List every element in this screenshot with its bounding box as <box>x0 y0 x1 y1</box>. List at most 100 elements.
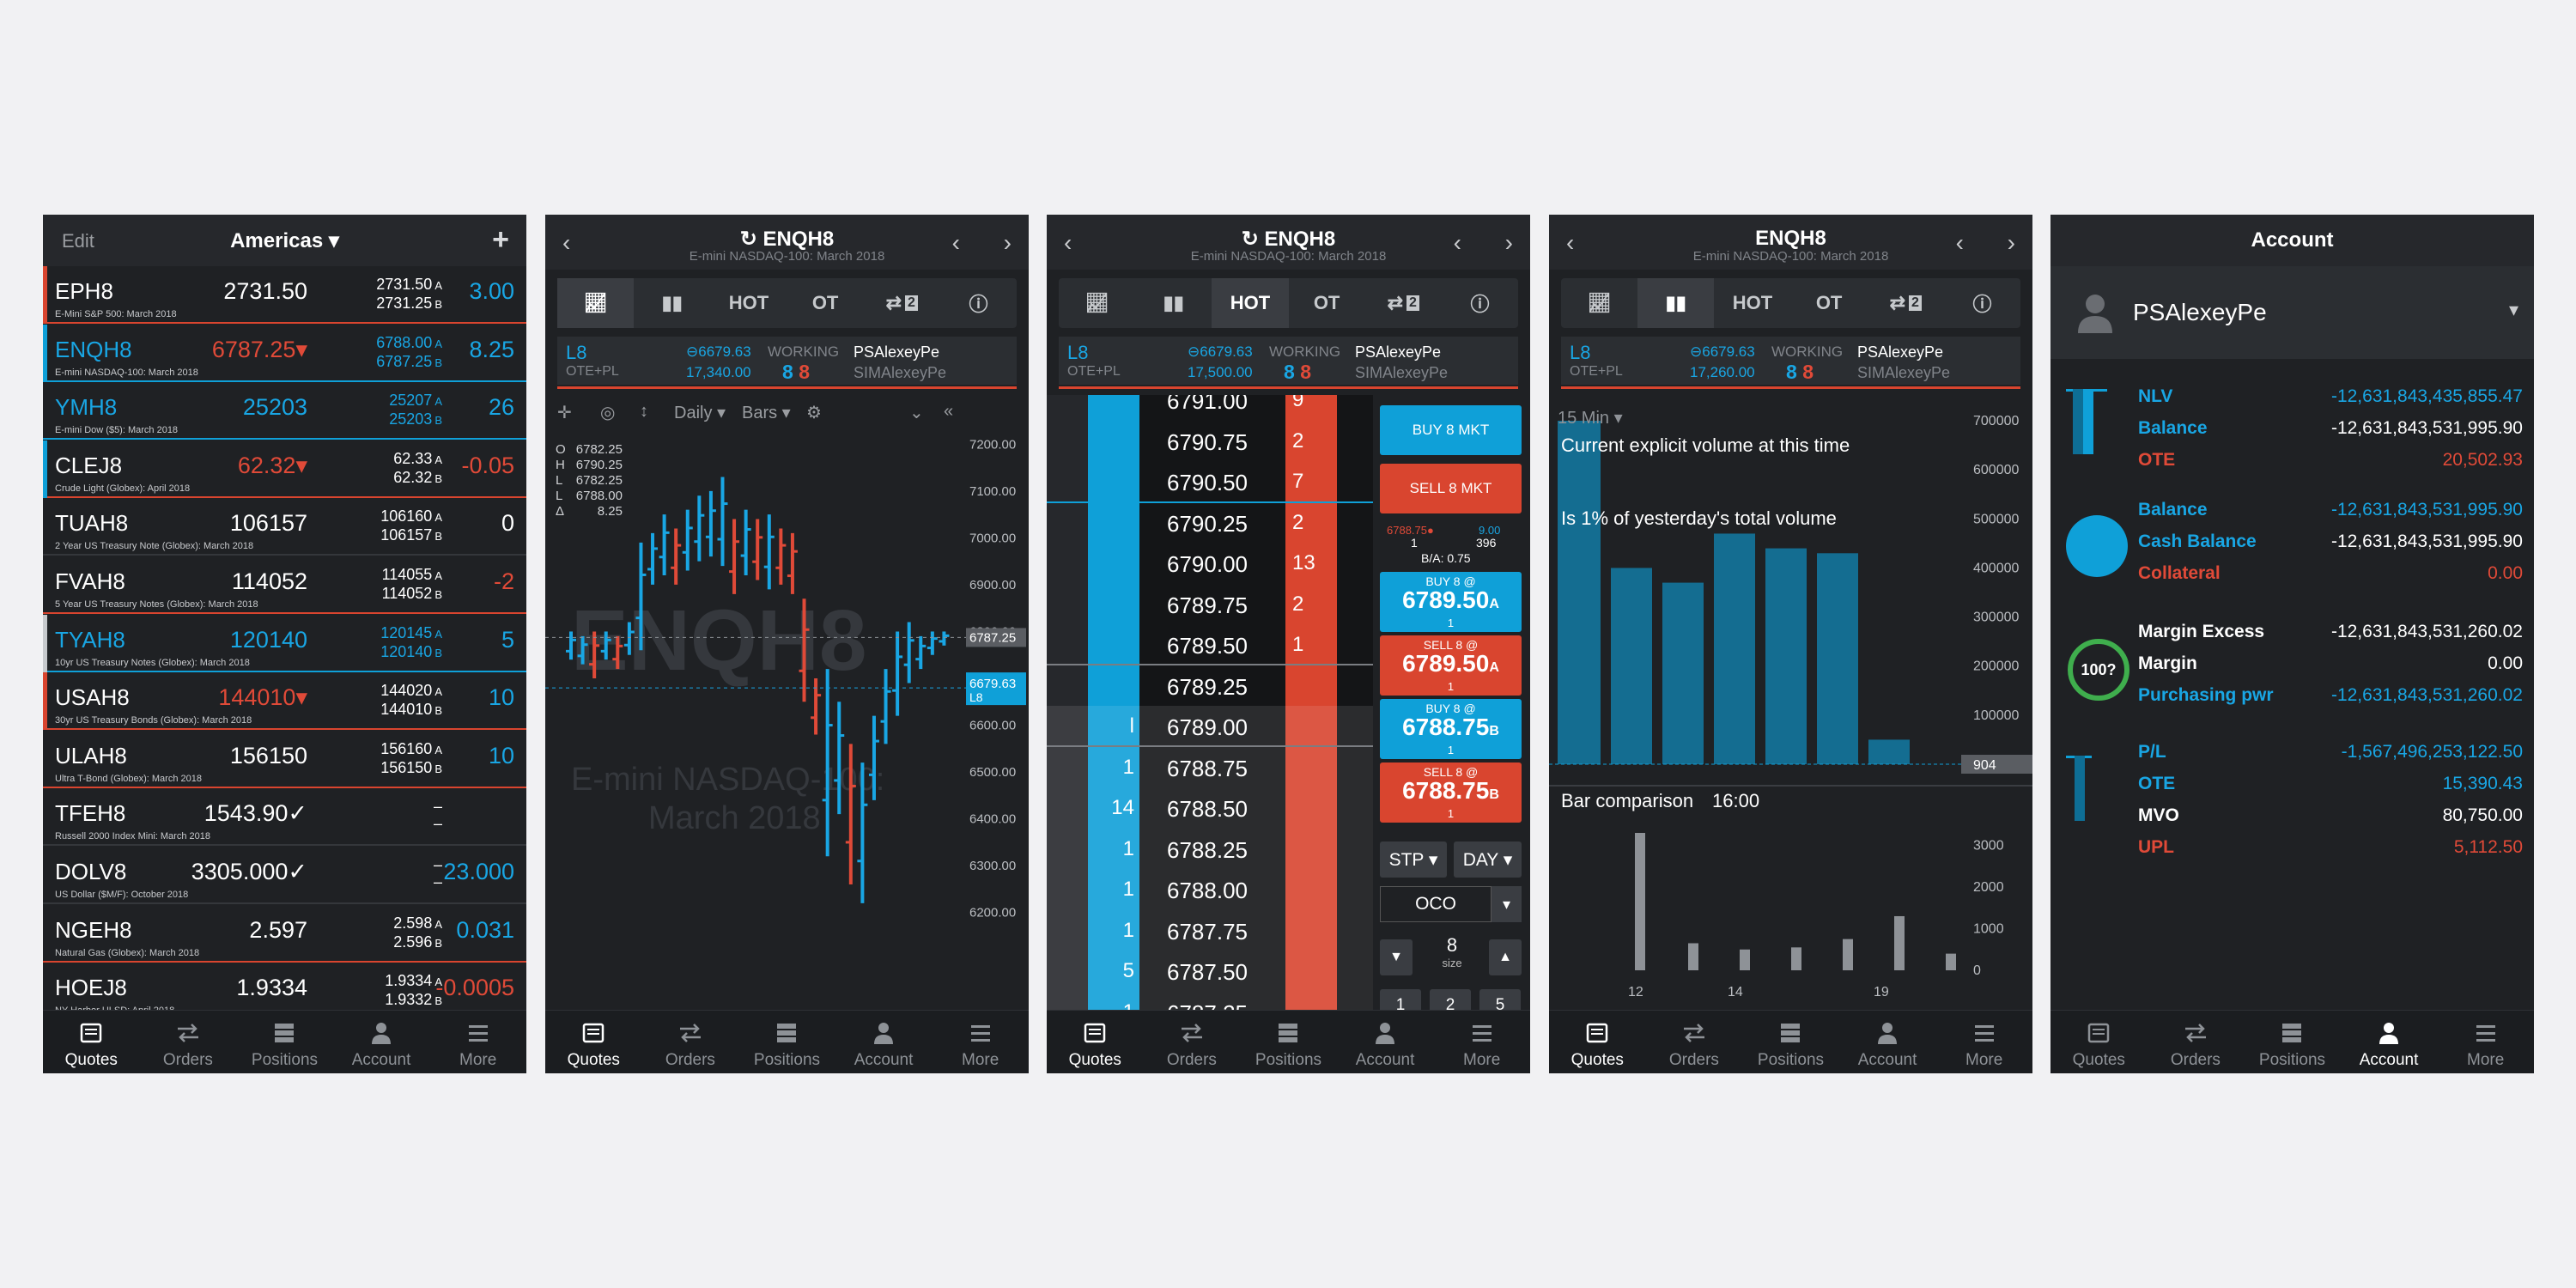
tab-quotes[interactable]: Quotes <box>1047 1011 1144 1073</box>
tab-more[interactable]: More <box>932 1011 1029 1073</box>
chart-line-icon[interactable]: 📈︎ <box>1587 292 1612 313</box>
quote-row[interactable]: TFEH8 Russell 2000 Index Mini: March 2018… <box>43 788 526 847</box>
tab-ot[interactable]: OT <box>1313 292 1340 313</box>
price-ladder[interactable]: 6791.00 9 6790.75 2 6790.50 7 6790.25 2 6790.00 1… <box>1047 395 1373 1010</box>
order-type-select[interactable]: STP ▾ <box>1380 841 1447 878</box>
ladder-row[interactable]: 1 6787.25 <box>1047 991 1373 1010</box>
ladder-row[interactable]: l 6789.00 <box>1047 706 1373 747</box>
ladder-row[interactable]: 1 6788.75 <box>1047 746 1373 787</box>
swap-icon[interactable]: ⇄ 2 <box>1365 278 1442 328</box>
tab-account[interactable]: Account <box>333 1011 430 1073</box>
ladder-row[interactable]: 1 6788.25 <box>1047 828 1373 869</box>
tab-account[interactable]: Account <box>1839 1011 1936 1073</box>
tab-positions[interactable]: Positions <box>2244 1011 2341 1073</box>
ladder-row[interactable]: 6789.50 1 <box>1047 624 1373 665</box>
tab-hot[interactable]: HOT <box>1212 278 1289 328</box>
tab-hot[interactable]: HOT <box>1732 292 1773 313</box>
sell-limit-button[interactable]: SELL 8 @6788.75B 1 <box>1380 762 1522 823</box>
swap-icon[interactable]: ⇄ 2 <box>1868 278 1944 328</box>
buy-column[interactable] <box>1088 395 1139 1010</box>
tab-orders[interactable]: Orders <box>1144 1011 1241 1073</box>
add-icon[interactable]: + <box>492 223 509 256</box>
account-selector[interactable]: PSAlexeyPe ▾ <box>2050 266 2534 359</box>
ladder-row[interactable]: 6789.75 2 <box>1047 584 1373 624</box>
account-strip[interactable]: L8 OTE+PL ⊖6679.63 17,500.00 WORKING 8 8… <box>1059 337 1518 385</box>
quote-row[interactable]: CLEJ8 Crude Light (Globex): April 2018 62.… <box>43 440 526 498</box>
ladder-row[interactable]: 1 6788.00 <box>1047 869 1373 910</box>
tab-more[interactable]: More <box>429 1011 526 1073</box>
size-value[interactable]: 8 <box>1446 934 1458 956</box>
quote-row[interactable]: FVAH8 5 Year US Treasury Notes (Globex): … <box>43 556 526 614</box>
account-strip[interactable]: L8 OTE+PL ⊖6679.63 17,260.00 WORKING 8 8… <box>1561 337 2020 385</box>
chevron-down-icon[interactable]: ▾ <box>2508 299 2518 320</box>
settings-icon[interactable]: ⚙ <box>806 404 822 422</box>
buy-market-button[interactable]: BUY 8 MKT <box>1380 405 1522 455</box>
tab-quotes[interactable]: Quotes <box>545 1011 642 1073</box>
quote-row[interactable]: TUAH8 2 Year US Treasury Note (Globex): M… <box>43 498 526 556</box>
sell-column[interactable] <box>1285 395 1337 1010</box>
buy-limit-button[interactable]: BUY 8 @6789.50A 1 <box>1380 572 1522 632</box>
ladder-row[interactable]: 5 6787.50 <box>1047 951 1373 992</box>
tab-quotes[interactable]: Quotes <box>43 1011 140 1073</box>
prev-contract-icon[interactable]: ‹ <box>1453 229 1461 256</box>
sell-market-button[interactable]: SELL 8 MKT <box>1380 464 1522 513</box>
size-decrement-icon[interactable]: ▼ <box>1380 939 1413 975</box>
tab-more[interactable]: More <box>1433 1011 1530 1073</box>
prev-contract-icon[interactable]: ‹ <box>951 229 960 256</box>
duration-select[interactable]: DAY ▾ <box>1454 841 1522 878</box>
tab-positions[interactable]: Positions <box>236 1011 333 1073</box>
back-icon[interactable]: ‹ <box>1064 229 1072 256</box>
prev-contract-icon[interactable]: ‹ <box>1955 229 1964 256</box>
quote-row[interactable]: YMH8 E-mini Dow ($5): March 2018 25203 2520… <box>43 382 526 440</box>
ladder-row[interactable]: 6791.00 9 <box>1047 395 1373 420</box>
scale-icon[interactable]: ↕ <box>640 402 648 421</box>
tab-quotes[interactable]: Quotes <box>1549 1011 1646 1073</box>
ladder-row[interactable]: 1 6787.75 <box>1047 909 1373 951</box>
ladder-row[interactable]: 6790.25 2 <box>1047 502 1373 543</box>
buy-limit-button[interactable]: BUY 8 @6788.75B 1 <box>1380 699 1522 759</box>
tab-positions[interactable]: Positions <box>1240 1011 1337 1073</box>
ladder-row[interactable]: 14 6788.50 <box>1047 787 1373 829</box>
quote-row[interactable]: ULAH8 Ultra T-Bond (Globex): March 2018 15… <box>43 731 526 788</box>
expand-icon[interactable]: « <box>944 402 954 421</box>
ladder-row[interactable]: 6790.00 13 <box>1047 543 1373 583</box>
next-contract-icon[interactable]: › <box>1003 229 1012 256</box>
quote-row[interactable]: TYAH8 10yr US Treasury Notes (Globex): Ma… <box>43 614 526 672</box>
tab-hot[interactable]: HOT <box>728 292 769 313</box>
tab-more[interactable]: More <box>1935 1011 2032 1073</box>
volume-icon[interactable]: ▮▮ <box>1637 278 1715 328</box>
ladder-row[interactable]: 6790.75 2 <box>1047 421 1373 461</box>
tab-quotes[interactable]: Quotes <box>2050 1011 2148 1073</box>
chart-line-icon[interactable]: 📈︎ <box>557 278 635 328</box>
back-icon[interactable]: ‹ <box>1566 229 1575 256</box>
tab-orders[interactable]: Orders <box>140 1011 237 1073</box>
crosshair-icon[interactable]: ✛ <box>557 404 572 422</box>
quote-row[interactable]: DOLV8 US Dollar ($M/F): October 2018 3305.… <box>43 847 526 904</box>
account-strip[interactable]: L8 OTE+PL ⊖6679.63 17,340.00 WORKING 8 8… <box>557 337 1017 385</box>
eye-icon[interactable]: ◎ <box>600 404 616 422</box>
tab-account[interactable]: Account <box>835 1011 933 1073</box>
quote-row[interactable]: HOEJ8NY Harbor ULSD: April 20181.93341.9… <box>43 963 526 1021</box>
oco-select[interactable]: OCO <box>1380 886 1492 922</box>
tab-ot[interactable]: OT <box>811 292 839 313</box>
tab-more[interactable]: More <box>2437 1011 2534 1073</box>
volume-icon[interactable]: ▮▮ <box>1163 292 1184 313</box>
period-select[interactable]: 15 Min ▾ <box>1558 409 1623 428</box>
volume-icon[interactable]: ▮▮ <box>661 292 683 313</box>
tab-positions[interactable]: Positions <box>738 1011 835 1073</box>
next-contract-icon[interactable]: › <box>2007 229 2015 256</box>
next-contract-icon[interactable]: › <box>1504 229 1513 256</box>
tab-positions[interactable]: Positions <box>1742 1011 1839 1073</box>
tab-ot[interactable]: OT <box>1815 292 1843 313</box>
chart-line-icon[interactable]: 📈︎ <box>1084 292 1109 313</box>
edit-button[interactable]: Edit <box>62 230 94 252</box>
ladder-row[interactable]: 6790.50 7 <box>1047 461 1373 501</box>
info-icon[interactable]: ⓘ <box>969 294 988 315</box>
quote-row[interactable]: EPH8 E-Mini S&P 500: March 2018 2731.50 273… <box>43 266 526 324</box>
size-increment-icon[interactable]: ▲ <box>1489 939 1522 975</box>
period-select[interactable]: Daily ▾ <box>674 404 726 422</box>
info-icon[interactable]: ⓘ <box>1972 294 1992 315</box>
sell-limit-button[interactable]: SELL 8 @6789.50A 1 <box>1380 635 1522 696</box>
quote-row[interactable]: USAH8 30yr US Treasury Bonds (Globex): Ma… <box>43 672 526 731</box>
tab-orders[interactable]: Orders <box>1646 1011 1743 1073</box>
